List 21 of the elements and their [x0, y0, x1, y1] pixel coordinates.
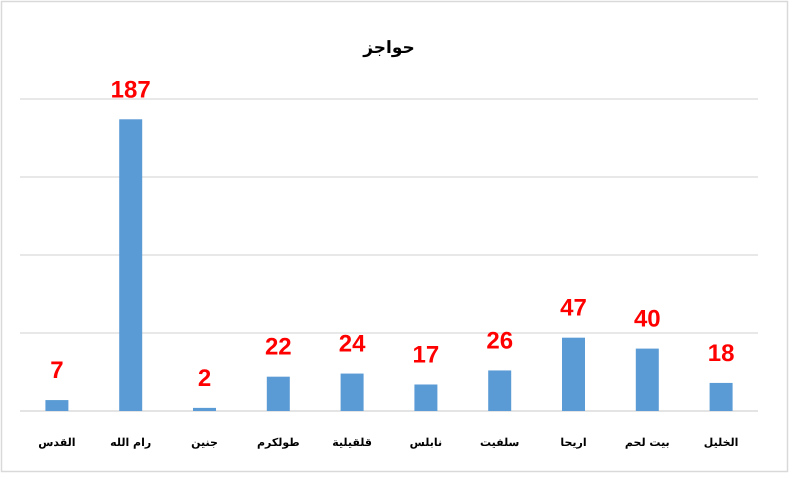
data-label: 18 — [708, 340, 734, 367]
xtick-label: بيت لحم — [624, 436, 670, 449]
xtick-label: جنين — [191, 436, 218, 449]
xtick-label: اريحا — [560, 436, 587, 449]
data-label: 47 — [560, 294, 587, 322]
xtick-label: رام الله — [110, 436, 152, 449]
xtick-label: قلقيلية — [332, 436, 372, 449]
xtick-label: نابلس — [410, 436, 442, 449]
xtick-label: طولكرم — [256, 436, 300, 449]
data-label: 40 — [634, 306, 661, 333]
data-label: 17 — [412, 341, 440, 368]
data-label: 24 — [338, 330, 366, 358]
xtick-label: القدس — [38, 436, 76, 449]
xtick-label: الخليل — [704, 436, 738, 449]
data-label: 7 — [50, 357, 64, 384]
data-label: 187 — [110, 76, 151, 104]
data-label: 26 — [486, 327, 514, 354]
data-label: 2 — [198, 364, 212, 392]
title: حواجز — [363, 38, 415, 58]
data-label: 22 — [264, 334, 292, 361]
xtick-label: سلفيت — [480, 436, 520, 449]
